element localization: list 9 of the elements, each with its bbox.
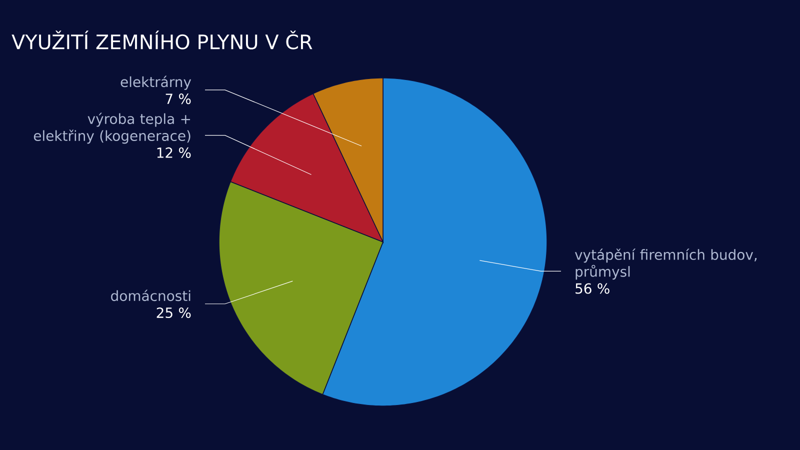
slice-label: elektrárny [120, 76, 192, 90]
chart-title: VYUŽITÍ ZEMNÍHO PLYNU V ČR [12, 30, 312, 50]
data-label: 7 % [166, 94, 191, 104]
data-label: 56 % [576, 283, 610, 294]
data-label: 25 % [156, 307, 191, 318]
data-label: 12 % [157, 147, 191, 158]
slice-label: vytápění firemních budov, průmysl [574, 248, 757, 280]
slice-label: domácnosti [111, 290, 190, 302]
slice-label: výroba tepla + elektřiny (kogenerace) [34, 112, 190, 144]
